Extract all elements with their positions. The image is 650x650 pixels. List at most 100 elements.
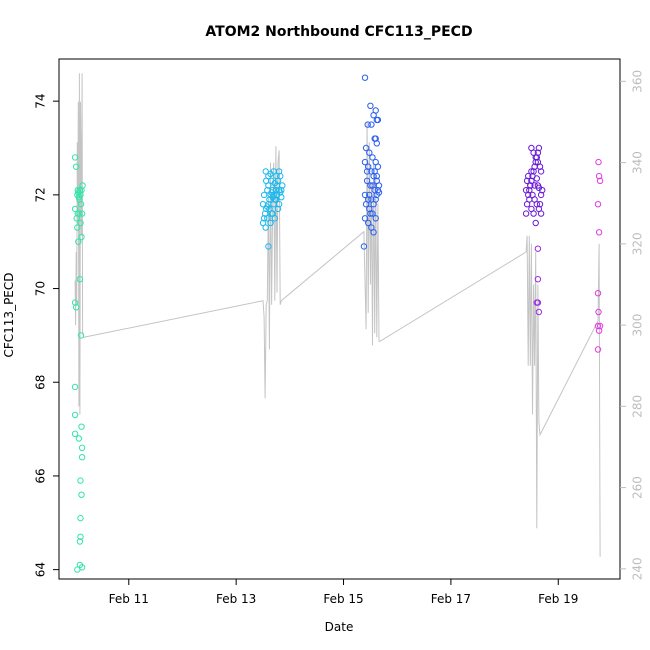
data-point (363, 168, 371, 175)
data-point (71, 299, 79, 306)
data-point (75, 435, 83, 442)
data-point (275, 201, 283, 208)
y-tick-label: 64 (34, 562, 48, 577)
data-point (71, 411, 79, 419)
y-tick-label: 66 (34, 468, 48, 483)
data-point (535, 144, 543, 152)
data-point (367, 182, 374, 189)
data-point (523, 177, 531, 185)
data-point (372, 196, 379, 203)
data-point (530, 168, 537, 175)
data-point (267, 170, 274, 178)
data-point (71, 154, 79, 161)
data-point (375, 189, 383, 196)
data-point (78, 491, 85, 498)
data-point (374, 163, 382, 170)
data-point (369, 182, 376, 189)
data-point (78, 423, 85, 430)
y-axis-label: CFC113_PECD (2, 272, 16, 357)
y2-tick-label: 360 (631, 70, 645, 93)
data-point (275, 168, 283, 175)
data-point (77, 201, 85, 208)
data-point (277, 172, 284, 180)
chart-title: ATOM2 Northbound CFC113_PECD (205, 24, 472, 40)
series-4 (533, 245, 543, 316)
data-point (365, 163, 372, 170)
data-point (525, 172, 532, 180)
data-point (77, 533, 84, 540)
point-layer (71, 74, 604, 573)
data-point (596, 322, 604, 330)
data-point (271, 179, 278, 187)
data-point (526, 196, 533, 203)
data-point (594, 346, 602, 353)
x-tick-label: Feb 11 (109, 592, 149, 606)
y2-tick-label: 240 (631, 557, 645, 580)
data-point (370, 112, 377, 119)
data-point (78, 233, 85, 241)
data-point (78, 187, 85, 194)
data-point (73, 304, 80, 311)
x-tick-label: Feb 13 (216, 592, 256, 606)
data-point (366, 149, 373, 156)
data-point (374, 116, 382, 124)
data-point (537, 210, 545, 217)
x-tick-label: Feb 19 (538, 592, 578, 606)
data-point (594, 322, 602, 330)
data-point (537, 168, 545, 175)
data-point (273, 172, 280, 180)
data-point (594, 290, 602, 297)
data-point (595, 172, 603, 180)
data-point (274, 205, 282, 213)
y-tick-label: 68 (34, 375, 48, 390)
data-point (279, 182, 286, 189)
data-point (264, 187, 271, 194)
data-point (528, 177, 535, 185)
data-point (375, 182, 383, 189)
data-point (532, 158, 539, 166)
data-point (260, 191, 268, 199)
data-point (259, 201, 267, 208)
data-point (373, 140, 380, 147)
data-point (527, 182, 534, 189)
data-point (372, 215, 379, 222)
data-point (79, 182, 86, 189)
data-point (75, 238, 82, 245)
data-point (278, 187, 285, 194)
data-point (362, 144, 370, 152)
series-0 (71, 154, 86, 573)
y2-tick-label: 300 (631, 314, 645, 337)
data-point (361, 158, 369, 166)
data-point (522, 210, 530, 217)
data-point (595, 158, 602, 166)
data-point (373, 172, 380, 180)
data-point (263, 177, 270, 185)
data-point (595, 327, 603, 334)
data-point (533, 175, 540, 182)
data-point (361, 74, 369, 81)
line-layer (74, 73, 601, 557)
data-point (530, 210, 537, 217)
data-point (271, 215, 278, 222)
data-point (534, 276, 542, 283)
data-point (77, 332, 85, 339)
y-tick-label: 70 (34, 281, 48, 296)
data-point (71, 383, 79, 391)
y2-axis: 240 260 280 300 320 340 360 (620, 70, 645, 580)
y-tick-label: 74 (34, 94, 48, 109)
data-point (265, 243, 272, 250)
data-point (532, 219, 539, 227)
data-point (366, 191, 373, 199)
data-point (78, 454, 86, 461)
data-point (264, 215, 271, 222)
x-tick-label: Feb 17 (431, 592, 471, 606)
data-point (74, 566, 81, 573)
data-point (362, 201, 370, 208)
data-point (71, 205, 79, 213)
data-point (363, 177, 371, 185)
data-point (535, 184, 543, 192)
data-point (77, 514, 84, 522)
data-point (369, 154, 376, 161)
data-point (267, 219, 274, 227)
